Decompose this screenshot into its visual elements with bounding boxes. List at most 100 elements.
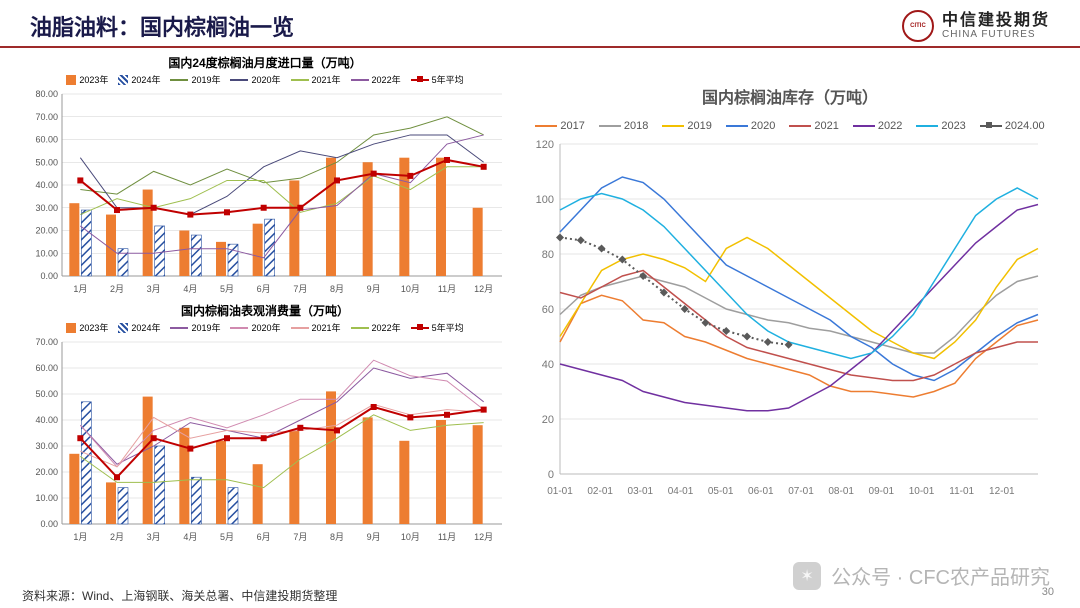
right-column: 国内棕榈油库存（万吨） 2017 2018 2019 2020 2021 2022 2023… [520,54,1060,546]
svg-text:60.00: 60.00 [35,135,58,145]
svg-text:10.00: 10.00 [35,248,58,258]
svg-text:80.00: 80.00 [35,89,58,99]
chart-import-svg: 0.0010.0020.0030.0040.0050.0060.0070.008… [20,88,510,298]
svg-text:11月: 11月 [438,284,456,294]
legend-item: 2024年 [118,73,160,86]
legend-item: 2020 [726,120,775,132]
svg-text:10.00: 10.00 [35,493,58,503]
brand-logo-icon: CITIC [902,10,934,42]
svg-text:20: 20 [542,414,554,426]
svg-text:2月: 2月 [110,284,124,294]
page-number: 30 [1042,586,1054,598]
legend-item: 2022年 [351,321,401,334]
svg-text:0.00: 0.00 [40,519,58,529]
svg-text:3月: 3月 [147,532,161,542]
chart-consume: 国内棕榈油表观消费量（万吨） 2023年 2024年 2019年 2020年 2021年… [20,302,510,546]
legend-item: 2019 [662,120,711,132]
svg-text:50.00: 50.00 [35,389,58,399]
page-title: 油脂油料：国内棕榈油一览 [30,10,294,42]
legend-item: 2017 [535,120,584,132]
svg-text:70.00: 70.00 [35,112,58,122]
svg-text:12月: 12月 [474,532,493,542]
watermark-text: 公众号 · CFC农产品研究 [831,561,1050,590]
svg-text:0.00: 0.00 [40,271,58,281]
legend-item: 2021 [789,120,838,132]
legend-item: 2019年 [170,73,220,86]
svg-text:8月: 8月 [330,284,344,294]
svg-text:7月: 7月 [293,284,307,294]
svg-text:100: 100 [536,194,554,206]
svg-text:9月: 9月 [367,284,381,294]
svg-text:8月: 8月 [330,532,344,542]
content: 国内24度棕榈油月度进口量（万吨） 2023年 2024年 2019年 2020年 20… [0,48,1080,546]
svg-text:03-01: 03-01 [628,486,654,497]
chart-consume-title: 国内棕榈油表观消费量（万吨） [20,302,510,319]
svg-text:80: 80 [542,249,554,261]
legend-item: 2021年 [291,73,341,86]
svg-text:12-01: 12-01 [989,486,1015,497]
chart-consume-svg: 0.00 10.00 20.00 30.00 40.00 50.00 60.00 70.00 1… [20,336,510,546]
svg-text:1月: 1月 [73,532,87,542]
legend-item: 2024.00 [980,120,1045,132]
chart-stock-svg: 02040608010012001-0102-0103-0104-0105-01… [520,134,1050,504]
legend-item: 2023 [916,120,965,132]
brand: CITIC 中信建投期货 CHINA FUTURES [902,10,1050,42]
svg-text:40: 40 [542,359,554,371]
svg-text:10-01: 10-01 [909,486,935,497]
wechat-icon: ✶ [793,562,821,590]
svg-text:20.00: 20.00 [35,226,58,236]
svg-text:40.00: 40.00 [35,180,58,190]
chart-stock-title: 国内棕榈油库存（万吨） [520,84,1060,108]
brand-text: 中信建投期货 CHINA FUTURES [942,12,1050,41]
brand-en: CHINA FUTURES [942,29,1050,40]
legend-item: 2020年 [230,321,280,334]
svg-text:4月: 4月 [183,532,197,542]
page-header: 油脂油料：国内棕榈油一览 CITIC 中信建投期货 CHINA FUTURES [0,0,1080,48]
svg-text:7月: 7月 [293,532,307,542]
legend-item: 2020年 [230,73,280,86]
source-text: 资料来源：Wind、上海钢联、海关总署、中信建投期货整理 [22,587,337,604]
svg-text:11月: 11月 [438,532,456,542]
legend-item: 5年平均 [411,321,464,334]
svg-text:06-01: 06-01 [748,486,774,497]
svg-text:09-01: 09-01 [869,486,895,497]
svg-text:2月: 2月 [110,532,124,542]
svg-text:6月: 6月 [257,284,271,294]
svg-text:70.00: 70.00 [35,337,58,347]
svg-text:40.00: 40.00 [35,415,58,425]
svg-text:10月: 10月 [401,532,420,542]
svg-text:20.00: 20.00 [35,467,58,477]
svg-text:07-01: 07-01 [788,486,814,497]
chart-import-title: 国内24度棕榈油月度进口量（万吨） [20,54,510,71]
chart-import-legend: 2023年2024年2019年2020年2021年2022年5年平均 [20,73,510,86]
svg-text:12月: 12月 [474,284,493,294]
left-column: 国内24度棕榈油月度进口量（万吨） 2023年 2024年 2019年 2020年 20… [20,54,510,546]
brand-cn: 中信建投期货 [942,12,1050,30]
svg-text:5月: 5月 [220,284,234,294]
legend-item: 2019年 [170,321,220,334]
svg-text:60: 60 [542,304,554,316]
svg-text:10月: 10月 [401,284,420,294]
legend-item: 2018 [599,120,648,132]
legend-item: 2023年 [66,73,108,86]
legend-item: 2024年 [118,321,160,334]
svg-text:9月: 9月 [367,532,381,542]
svg-text:1月: 1月 [73,284,87,294]
svg-text:11-01: 11-01 [949,486,974,497]
chart-stock: 国内棕榈油库存（万吨） 2017 2018 2019 2020 2021 2022 2023… [520,84,1060,504]
svg-text:50.00: 50.00 [35,157,58,167]
legend-item: 2022 [853,120,902,132]
legend-item: 2021年 [291,321,341,334]
svg-text:3月: 3月 [147,284,161,294]
svg-text:6月: 6月 [257,532,271,542]
svg-text:60.00: 60.00 [35,363,58,373]
legend-item: 5年平均 [411,73,464,86]
svg-text:02-01: 02-01 [587,486,613,497]
legend-item: 2023年 [66,321,108,334]
chart-stock-legend: 2017 2018 2019 2020 2021 2022 2023 2024.00 [520,120,1060,132]
svg-text:04-01: 04-01 [668,486,694,497]
svg-text:120: 120 [536,139,554,151]
svg-text:08-01: 08-01 [828,486,854,497]
chart-import: 国内24度棕榈油月度进口量（万吨） 2023年 2024年 2019年 2020年 20… [20,54,510,298]
svg-text:30.00: 30.00 [35,441,58,451]
